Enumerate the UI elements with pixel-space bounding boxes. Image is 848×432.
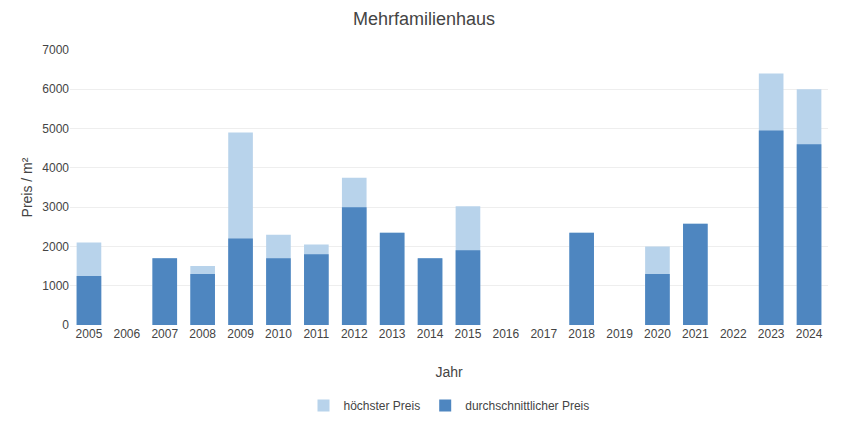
svg-text:2010: 2010 — [265, 327, 292, 341]
svg-text:2006: 2006 — [113, 327, 140, 341]
svg-text:0: 0 — [62, 318, 69, 332]
svg-text:durchschnittlicher Preis: durchschnittlicher Preis — [465, 399, 589, 413]
svg-text:2015: 2015 — [455, 327, 482, 341]
svg-text:1000: 1000 — [42, 279, 69, 293]
svg-text:4000: 4000 — [42, 161, 69, 175]
svg-text:2009: 2009 — [227, 327, 254, 341]
svg-text:2020: 2020 — [644, 327, 671, 341]
svg-text:6000: 6000 — [42, 82, 69, 96]
svg-text:2007: 2007 — [151, 327, 178, 341]
svg-text:2022: 2022 — [720, 327, 747, 341]
svg-text:höchster Preis: höchster Preis — [344, 399, 421, 413]
svg-text:2000: 2000 — [42, 240, 69, 254]
svg-text:2014: 2014 — [417, 327, 444, 341]
svg-text:2019: 2019 — [606, 327, 633, 341]
svg-text:2017: 2017 — [530, 327, 557, 341]
svg-text:2016: 2016 — [492, 327, 519, 341]
svg-text:2013: 2013 — [379, 327, 406, 341]
svg-text:2024: 2024 — [796, 327, 823, 341]
svg-text:Preis / m²: Preis / m² — [19, 157, 35, 217]
svg-text:2005: 2005 — [76, 327, 103, 341]
svg-text:Jahr: Jahr — [435, 364, 463, 380]
svg-text:2021: 2021 — [682, 327, 709, 341]
svg-text:7000: 7000 — [42, 43, 69, 57]
svg-text:3000: 3000 — [42, 200, 69, 214]
svg-text:Mehrfamilienhaus: Mehrfamilienhaus — [353, 9, 495, 29]
svg-text:2008: 2008 — [189, 327, 216, 341]
svg-text:2011: 2011 — [303, 327, 329, 341]
svg-text:2023: 2023 — [758, 327, 785, 341]
svg-text:2012: 2012 — [341, 327, 368, 341]
svg-text:2018: 2018 — [568, 327, 595, 341]
svg-text:5000: 5000 — [42, 122, 69, 136]
